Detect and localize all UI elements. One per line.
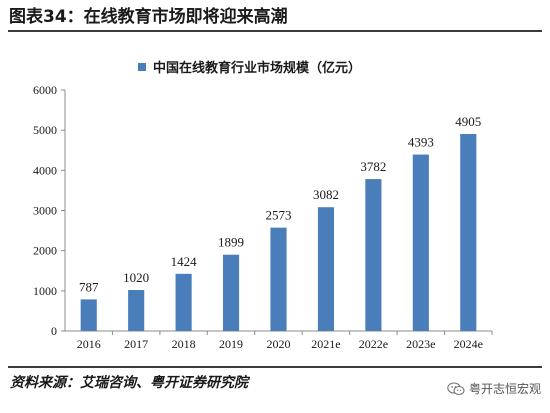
wechat-icon [447, 381, 465, 395]
data-label: 4905 [455, 114, 481, 129]
y-tick-label: 5000 [33, 123, 57, 137]
bar [317, 207, 335, 331]
legend: 中国在线教育行业市场规模（亿元） [138, 60, 361, 76]
x-tick-label: 2023e [406, 337, 435, 351]
bar [365, 179, 382, 331]
data-labels: 787 1020 1424 1899 2573 3082 3782 4393 4905 [79, 114, 481, 294]
data-label: 787 [79, 279, 99, 294]
y-tick-label: 4000 [33, 163, 57, 177]
legend-label: 中国在线教育行业市场规模（亿元） [153, 60, 361, 76]
data-label: 1899 [218, 235, 244, 250]
data-label: 1020 [123, 270, 149, 285]
y-tick-label: 1000 [33, 284, 57, 298]
bar [175, 273, 192, 331]
y-tick-label: 2000 [33, 244, 57, 258]
bar [460, 133, 477, 331]
bar [80, 299, 97, 331]
bottom-rule [8, 366, 542, 368]
bar [270, 227, 287, 331]
legend-swatch [138, 63, 146, 71]
x-tick-label: 2017 [124, 337, 148, 351]
y-tick-label: 6000 [33, 83, 57, 97]
top-rule [8, 30, 542, 32]
bars [80, 133, 477, 331]
data-label: 2573 [266, 208, 292, 223]
y-tick-label: 3000 [33, 204, 57, 218]
source-note: 资料来源：艾瑞咨询、粤开证券研究院 [10, 375, 248, 391]
bar [412, 154, 429, 331]
bar [222, 254, 240, 331]
figure-title: 图表34：在线教育市场即将迎来高潮 [9, 7, 288, 27]
data-label: 3082 [313, 187, 339, 202]
y-tick-label: 0 [51, 324, 57, 338]
brand-name: 粤开志恒宏观 [468, 382, 541, 396]
x-tick-label: 2018 [172, 337, 196, 351]
x-tick-label: 2016 [77, 337, 101, 351]
data-label: 4393 [408, 135, 434, 150]
x-tick-label: 2021e [311, 337, 340, 351]
x-tick-label: 2019 [219, 337, 243, 351]
x-tick-label: 2024e [454, 337, 483, 351]
bar-chart: 中国在线教育行业市场规模（亿元） 0 1000 2000 3000 4000 5000 60… [33, 60, 493, 351]
x-tick-label: 2022e [359, 337, 388, 351]
axes: 0 1000 2000 3000 4000 5000 6000 2016 2017 2018 201… [33, 83, 493, 351]
data-label: 1424 [171, 254, 198, 269]
brand: 粤开志恒宏观 [447, 380, 541, 397]
x-tick-label: 2020 [267, 337, 291, 351]
bar [128, 290, 145, 331]
data-label: 3782 [360, 159, 386, 174]
